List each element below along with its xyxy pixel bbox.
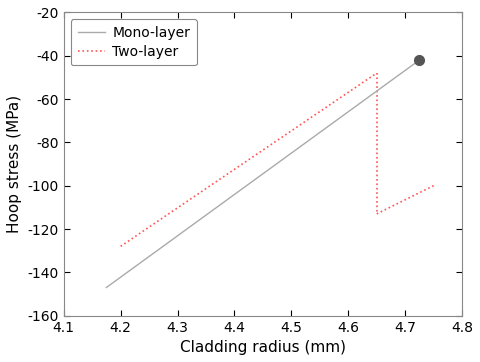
Two-layer bbox=[206, 184, 212, 188]
Two-layer bbox=[259, 149, 264, 153]
Two-layer bbox=[175, 205, 181, 210]
Two-layer bbox=[144, 227, 150, 231]
Two-layer bbox=[374, 71, 380, 75]
Mono-layer bbox=[104, 285, 109, 290]
Two-layer bbox=[159, 216, 165, 220]
Two-layer bbox=[196, 191, 202, 195]
Two-layer bbox=[264, 145, 270, 150]
Two-layer bbox=[290, 127, 296, 132]
Two-layer bbox=[186, 198, 192, 203]
Two-layer bbox=[275, 138, 280, 142]
Two-layer bbox=[139, 230, 144, 234]
Two-layer bbox=[311, 113, 317, 118]
Two-layer bbox=[133, 233, 139, 238]
Two-layer bbox=[269, 142, 275, 146]
Two-layer bbox=[243, 159, 249, 164]
Two-layer bbox=[170, 209, 176, 213]
Two-layer bbox=[280, 135, 286, 139]
Two-layer bbox=[353, 85, 359, 89]
Two-layer bbox=[300, 121, 306, 125]
Two-layer bbox=[249, 156, 254, 160]
Two-layer bbox=[342, 92, 348, 96]
Two-layer bbox=[285, 131, 291, 135]
Two-layer bbox=[327, 103, 333, 107]
Two-layer bbox=[363, 78, 369, 82]
Two-layer bbox=[123, 241, 129, 245]
Two-layer bbox=[155, 219, 160, 224]
Two-layer bbox=[253, 152, 259, 157]
Mono-layer bbox=[417, 58, 422, 62]
Two-layer bbox=[337, 96, 343, 100]
Two-layer bbox=[212, 181, 217, 185]
Legend: Mono-layer, Two-layer: Mono-layer, Two-layer bbox=[71, 20, 197, 66]
Two-layer bbox=[316, 110, 322, 114]
Two-layer bbox=[191, 195, 197, 199]
Two-layer bbox=[217, 177, 223, 181]
Two-layer bbox=[233, 167, 239, 171]
Two-layer bbox=[369, 75, 374, 79]
Two-layer bbox=[238, 163, 244, 167]
Two-layer bbox=[165, 212, 170, 217]
Two-layer bbox=[322, 106, 327, 111]
X-axis label: Cladding radius (mm): Cladding radius (mm) bbox=[180, 340, 346, 355]
Two-layer bbox=[306, 117, 312, 121]
Two-layer bbox=[332, 99, 338, 104]
Two-layer bbox=[202, 188, 207, 192]
Two-layer bbox=[180, 202, 186, 206]
Two-layer bbox=[149, 223, 155, 227]
Two-layer bbox=[358, 81, 364, 86]
Two-layer bbox=[118, 244, 123, 248]
Two-layer bbox=[228, 170, 233, 174]
Two-layer bbox=[222, 173, 228, 178]
Two-layer bbox=[128, 237, 134, 241]
Two-layer bbox=[348, 89, 353, 93]
Line: Mono-layer: Mono-layer bbox=[107, 60, 420, 287]
Y-axis label: Hoop stress (MPa): Hoop stress (MPa) bbox=[7, 95, 22, 233]
Two-layer bbox=[295, 124, 301, 128]
Line: Two-layer: Two-layer bbox=[120, 73, 377, 246]
